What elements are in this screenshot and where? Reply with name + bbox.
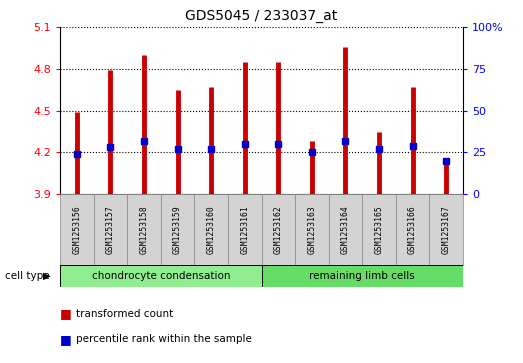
Text: GSM1253161: GSM1253161: [240, 205, 249, 254]
Text: GSM1253162: GSM1253162: [274, 205, 283, 254]
Bar: [60, 265, 262, 287]
Text: transformed count: transformed count: [76, 309, 173, 319]
Text: cell type: cell type: [5, 271, 50, 281]
Bar: [362, 194, 396, 265]
Bar: [94, 194, 127, 265]
Bar: [262, 194, 295, 265]
Text: percentile rank within the sample: percentile rank within the sample: [76, 334, 252, 344]
Text: GSM1253159: GSM1253159: [173, 205, 182, 254]
Bar: [161, 194, 195, 265]
Bar: [60, 194, 94, 265]
Text: GSM1253158: GSM1253158: [140, 205, 149, 254]
Text: GSM1253160: GSM1253160: [207, 205, 215, 254]
Text: remaining limb cells: remaining limb cells: [309, 271, 415, 281]
Text: GSM1253157: GSM1253157: [106, 205, 115, 254]
Bar: [262, 265, 463, 287]
Text: GSM1253167: GSM1253167: [441, 205, 451, 254]
Bar: [429, 194, 463, 265]
Bar: [295, 194, 328, 265]
Text: GSM1253164: GSM1253164: [341, 205, 350, 254]
Text: ■: ■: [60, 333, 72, 346]
Text: chondrocyte condensation: chondrocyte condensation: [92, 271, 230, 281]
Text: ■: ■: [60, 307, 72, 321]
Bar: [127, 194, 161, 265]
Bar: [195, 194, 228, 265]
Text: GDS5045 / 233037_at: GDS5045 / 233037_at: [185, 9, 338, 23]
Bar: [228, 194, 262, 265]
Bar: [396, 194, 429, 265]
Text: GSM1253156: GSM1253156: [72, 205, 82, 254]
Text: GSM1253165: GSM1253165: [374, 205, 383, 254]
Text: ▶: ▶: [43, 271, 51, 281]
Text: GSM1253163: GSM1253163: [308, 205, 316, 254]
Bar: [328, 194, 362, 265]
Text: GSM1253166: GSM1253166: [408, 205, 417, 254]
